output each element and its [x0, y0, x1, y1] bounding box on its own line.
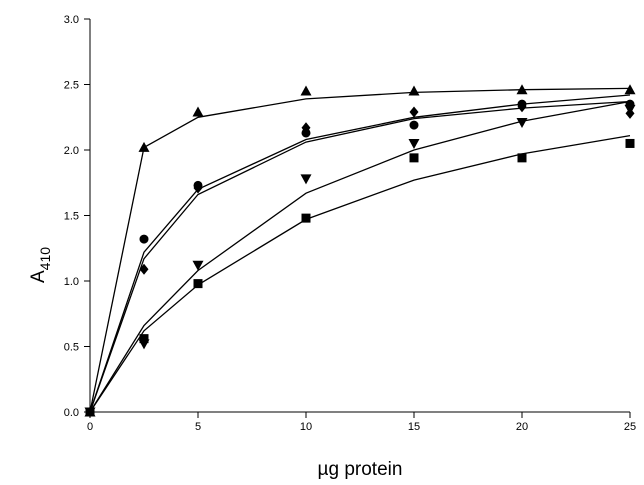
- data-point-triangle-down: [516, 117, 528, 128]
- x-axis-title: µg protein: [318, 459, 403, 480]
- y-tick-label: 2.0: [64, 145, 79, 157]
- data-point-diamond: [409, 106, 419, 118]
- data-point-square: [193, 279, 203, 289]
- data-point-triangle-down: [300, 174, 312, 185]
- y-tick-label: 0.0: [64, 407, 79, 419]
- data-point-square: [517, 153, 527, 163]
- data-point-triangle-up: [138, 141, 150, 152]
- y-axis-title-subscript: 410: [37, 247, 53, 271]
- data-point-diamond: [139, 263, 149, 275]
- plot-frame: [89, 19, 630, 413]
- y-tick-label: 1.5: [64, 211, 79, 223]
- data-point-triangle-up: [624, 84, 636, 95]
- fit-line-triangle-up: [89, 87, 631, 413]
- fit-lines: [89, 87, 631, 413]
- fit-line-triangle-down: [89, 100, 631, 413]
- fit-line-diamond: [89, 100, 631, 413]
- data-point-diamond: [301, 122, 311, 134]
- y-axis-title-main: A: [28, 270, 49, 283]
- y-tick-label: 0.5: [64, 342, 79, 354]
- data-point-triangle-up: [516, 84, 528, 95]
- x-tick-label: 0: [87, 421, 93, 433]
- x-tick-label: 10: [300, 421, 312, 433]
- data-point-triangle-up: [300, 85, 312, 96]
- x-tick-label: 20: [516, 421, 528, 433]
- data-point-triangle-up: [192, 106, 204, 117]
- fit-line-circle: [89, 94, 631, 413]
- axis-ticks: 0 5 10 15 20 25 0.0 0.5 1.0 1.5 2.0 2.5 3.0: [64, 14, 636, 433]
- y-tick-label: 2.5: [64, 80, 79, 92]
- data-point-square: [301, 213, 311, 223]
- x-tick-label: 15: [408, 421, 420, 433]
- data-point-triangle-down: [192, 260, 204, 271]
- data-point-diamond: [517, 101, 527, 113]
- data-point-square: [409, 153, 419, 163]
- data-point-circle: [409, 120, 419, 130]
- y-axis-title: A410: [28, 247, 53, 283]
- data-point-circle: [139, 234, 149, 244]
- data-point-triangle-down: [408, 138, 420, 149]
- data-point-square: [625, 138, 635, 148]
- fit-line-square: [89, 134, 631, 413]
- data-point-triangle-up: [408, 85, 420, 96]
- x-tick-label: 5: [195, 421, 201, 433]
- y-tick-label: 3.0: [64, 14, 79, 26]
- y-tick-label: 1.0: [64, 276, 79, 288]
- data-point-square: [139, 334, 149, 344]
- data-point-square: [85, 407, 95, 417]
- data-markers: [84, 84, 636, 418]
- x-tick-label: 25: [624, 421, 636, 433]
- data-point-diamond: [193, 182, 203, 194]
- data-point-triangle-down: [624, 104, 636, 115]
